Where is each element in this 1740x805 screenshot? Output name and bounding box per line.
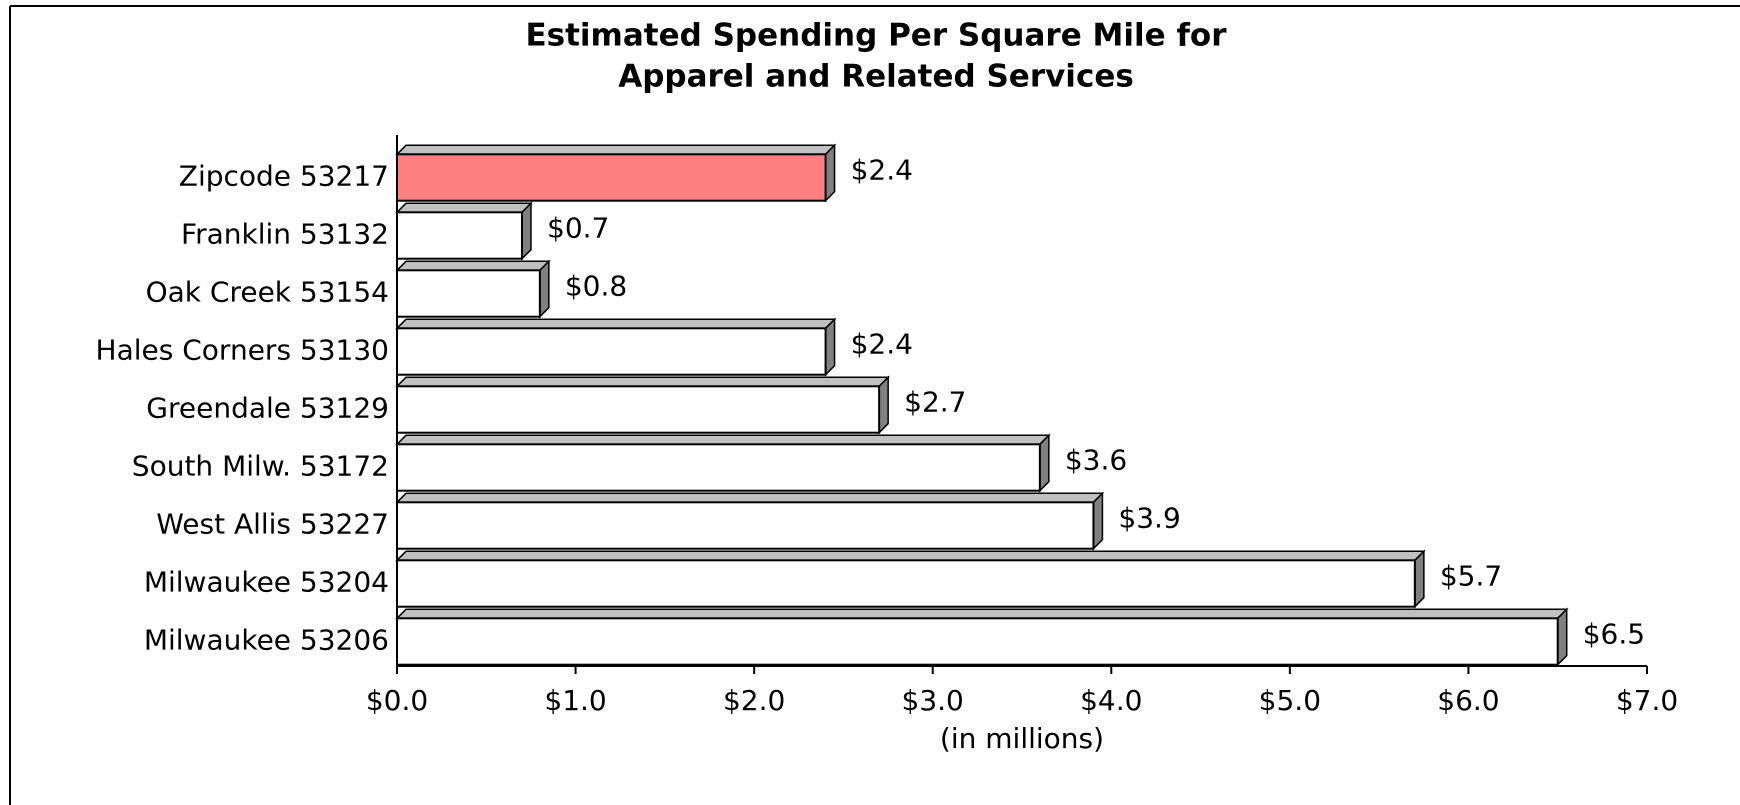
bar xyxy=(396,443,1041,492)
y-tick-label: Oak Creek 53154 xyxy=(146,276,389,309)
bar-top xyxy=(395,434,1051,446)
x-tick-label: $5.0 xyxy=(1259,684,1321,717)
y-tick-label: Milwaukee 53204 xyxy=(144,566,389,599)
x-tick-label: $0.0 xyxy=(366,684,428,717)
y-tick-label: West Allis 53227 xyxy=(156,508,389,541)
chart-title: Estimated Spending Per Square Mile for xyxy=(525,18,1227,54)
bar-side xyxy=(521,201,532,261)
x-tick-label: $2.0 xyxy=(723,684,785,717)
x-tick-label: $6.0 xyxy=(1437,684,1499,717)
value-label: $2.4 xyxy=(851,154,913,187)
bar-side xyxy=(1039,433,1050,493)
x-tick-label: $7.0 xyxy=(1616,684,1678,717)
bar-side xyxy=(878,375,889,435)
x-tick-label: $3.0 xyxy=(902,684,964,717)
bar-top xyxy=(395,144,837,156)
bar-top xyxy=(395,492,1105,504)
value-label: $3.9 xyxy=(1118,502,1180,535)
bar xyxy=(396,617,1559,666)
bar xyxy=(396,501,1095,550)
y-tick-label: Greendale 53129 xyxy=(146,392,389,425)
value-label: $0.8 xyxy=(565,270,627,303)
bar xyxy=(396,211,523,260)
value-label: $2.7 xyxy=(904,386,966,419)
bar-top xyxy=(395,376,890,388)
x-tick-label: $4.0 xyxy=(1080,684,1142,717)
y-tick-label: South Milw. 53172 xyxy=(132,450,389,483)
bar-side xyxy=(1414,549,1425,609)
chart-title: Apparel and Related Services xyxy=(618,59,1134,95)
value-label: $6.5 xyxy=(1583,618,1645,651)
bar-side xyxy=(824,143,836,203)
bar-side xyxy=(824,317,836,377)
x-axis-label: (in millions) xyxy=(940,722,1104,755)
bar xyxy=(396,385,881,434)
bar xyxy=(396,327,827,376)
bar-side xyxy=(539,259,550,319)
y-tick-label: Franklin 53132 xyxy=(181,218,389,251)
value-label: $5.7 xyxy=(1440,560,1502,593)
bar-top xyxy=(395,260,551,272)
bar-top xyxy=(395,318,837,330)
bar-side xyxy=(1556,607,1568,667)
bar-top xyxy=(395,550,1426,562)
y-tick-label: Zipcode 53217 xyxy=(179,160,389,193)
y-tick-label: Hales Corners 53130 xyxy=(96,334,389,367)
bar xyxy=(396,559,1416,608)
y-tick-label: Milwaukee 53206 xyxy=(144,624,389,657)
bar-side xyxy=(1092,491,1104,551)
value-label: $0.7 xyxy=(547,212,609,245)
bar-top xyxy=(395,202,533,214)
bar-top xyxy=(395,608,1569,620)
value-label: $3.6 xyxy=(1065,444,1127,477)
x-tick-label: $1.0 xyxy=(544,684,606,717)
value-label: $2.4 xyxy=(851,328,913,361)
bar xyxy=(396,153,827,202)
bar xyxy=(396,269,541,318)
